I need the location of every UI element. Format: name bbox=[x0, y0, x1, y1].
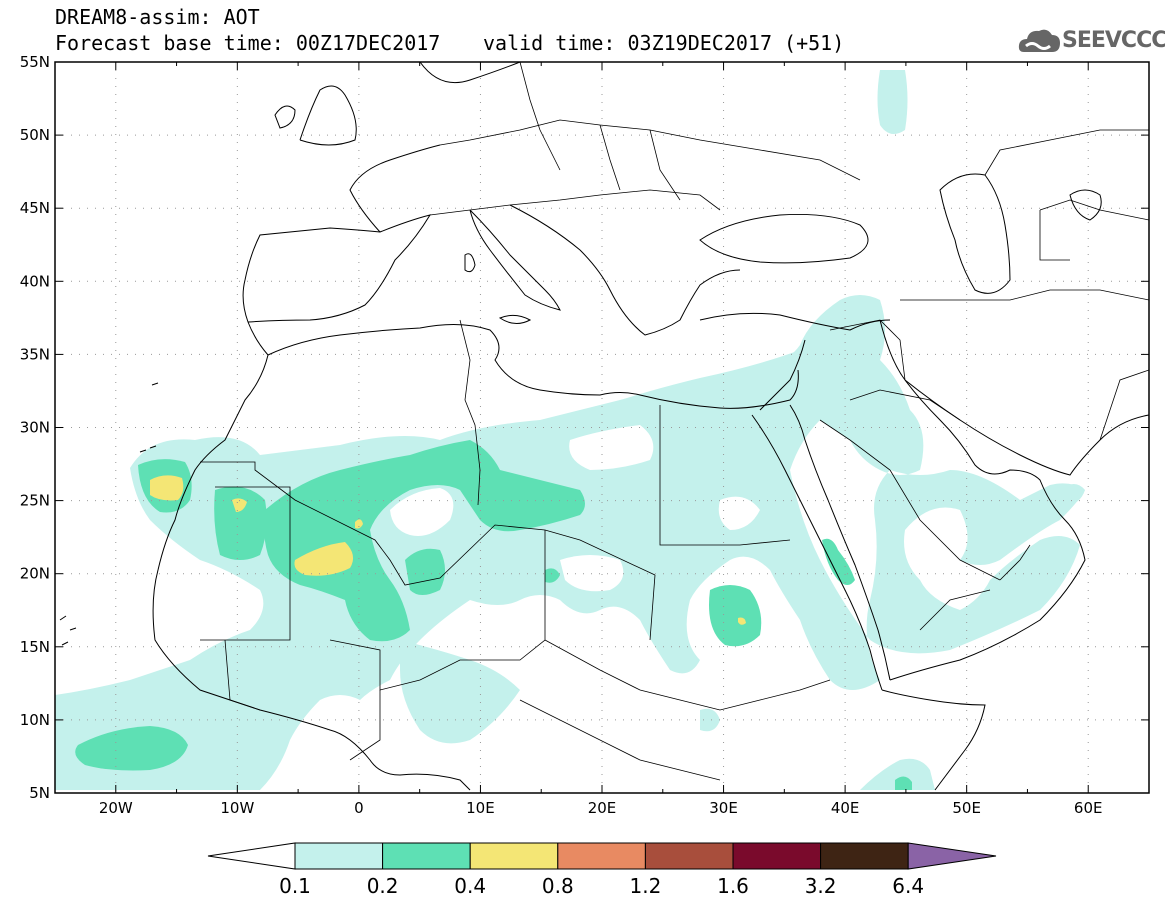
colorbar-segment bbox=[469, 842, 559, 870]
latitude-axis: 55N 50N 45N 40N 35N 30N 25N 20N 15N 10N 5N bbox=[20, 53, 1149, 802]
colorbar-high-arrow bbox=[907, 842, 997, 870]
lat-tick-label: 10N bbox=[20, 711, 50, 729]
lon-tick-label: 50E bbox=[952, 799, 981, 817]
lat-tick-label: 55N bbox=[20, 53, 50, 71]
lon-tick-label: 30E bbox=[709, 799, 738, 817]
colorbar-label: 0.4 bbox=[454, 874, 486, 898]
logo-text: SEEVCCC bbox=[1062, 28, 1165, 53]
colorbar-segment bbox=[294, 842, 384, 870]
colorbar-label: 3.2 bbox=[805, 874, 837, 898]
colorbar-label: 6.4 bbox=[892, 874, 924, 898]
lat-tick-label: 30N bbox=[20, 419, 50, 437]
colorbar-label: 0.1 bbox=[279, 874, 311, 898]
lon-tick-label: 20E bbox=[588, 799, 617, 817]
colorbar-label: 0.8 bbox=[542, 874, 574, 898]
colorbar: 0.1 0.2 0.4 0.8 1.2 1.6 3.2 6.4 bbox=[207, 842, 997, 898]
colorbar-label: 0.2 bbox=[367, 874, 399, 898]
coastlines bbox=[59, 62, 1149, 791]
colorbar-label: 1.6 bbox=[717, 874, 749, 898]
colorbar-segment bbox=[732, 842, 822, 870]
longitude-axis: 20W 10W 0 10E 20E 30E 40E 50E 60E bbox=[54, 62, 1150, 817]
colorbar-segment bbox=[382, 842, 471, 870]
map-title: DREAM8-assim: AOT bbox=[55, 5, 260, 29]
lat-tick-label: 25N bbox=[20, 492, 50, 510]
lon-tick-label: 10E bbox=[466, 799, 495, 817]
lon-tick-label: 20W bbox=[99, 799, 133, 817]
aot-shading bbox=[55, 70, 1085, 790]
borders bbox=[200, 62, 1149, 781]
lat-tick-label: 5N bbox=[29, 784, 50, 802]
lon-tick-label: 10W bbox=[220, 799, 254, 817]
colorbar-segment bbox=[644, 842, 734, 870]
colorbar-low-arrow bbox=[207, 842, 296, 870]
colorbar-segment bbox=[557, 842, 646, 870]
lat-tick-label: 40N bbox=[20, 272, 50, 290]
colorbar-label: 1.2 bbox=[629, 874, 661, 898]
cloud-logo-icon bbox=[1018, 29, 1060, 52]
lat-tick-label: 35N bbox=[20, 345, 50, 363]
lon-tick-label: 60E bbox=[1074, 799, 1103, 817]
lat-tick-label: 15N bbox=[20, 638, 50, 656]
lat-tick-label: 20N bbox=[20, 565, 50, 583]
lat-tick-label: 45N bbox=[20, 199, 50, 217]
lon-tick-label: 0 bbox=[354, 799, 364, 817]
lat-tick-label: 50N bbox=[20, 126, 50, 144]
lon-tick-label: 40E bbox=[831, 799, 860, 817]
forecast-base-time: Forecast base time: 00Z17DEC2017 bbox=[55, 31, 441, 55]
colorbar-segment bbox=[820, 842, 909, 870]
valid-time: valid time: 03Z19DEC2017 (+51) bbox=[483, 31, 845, 55]
